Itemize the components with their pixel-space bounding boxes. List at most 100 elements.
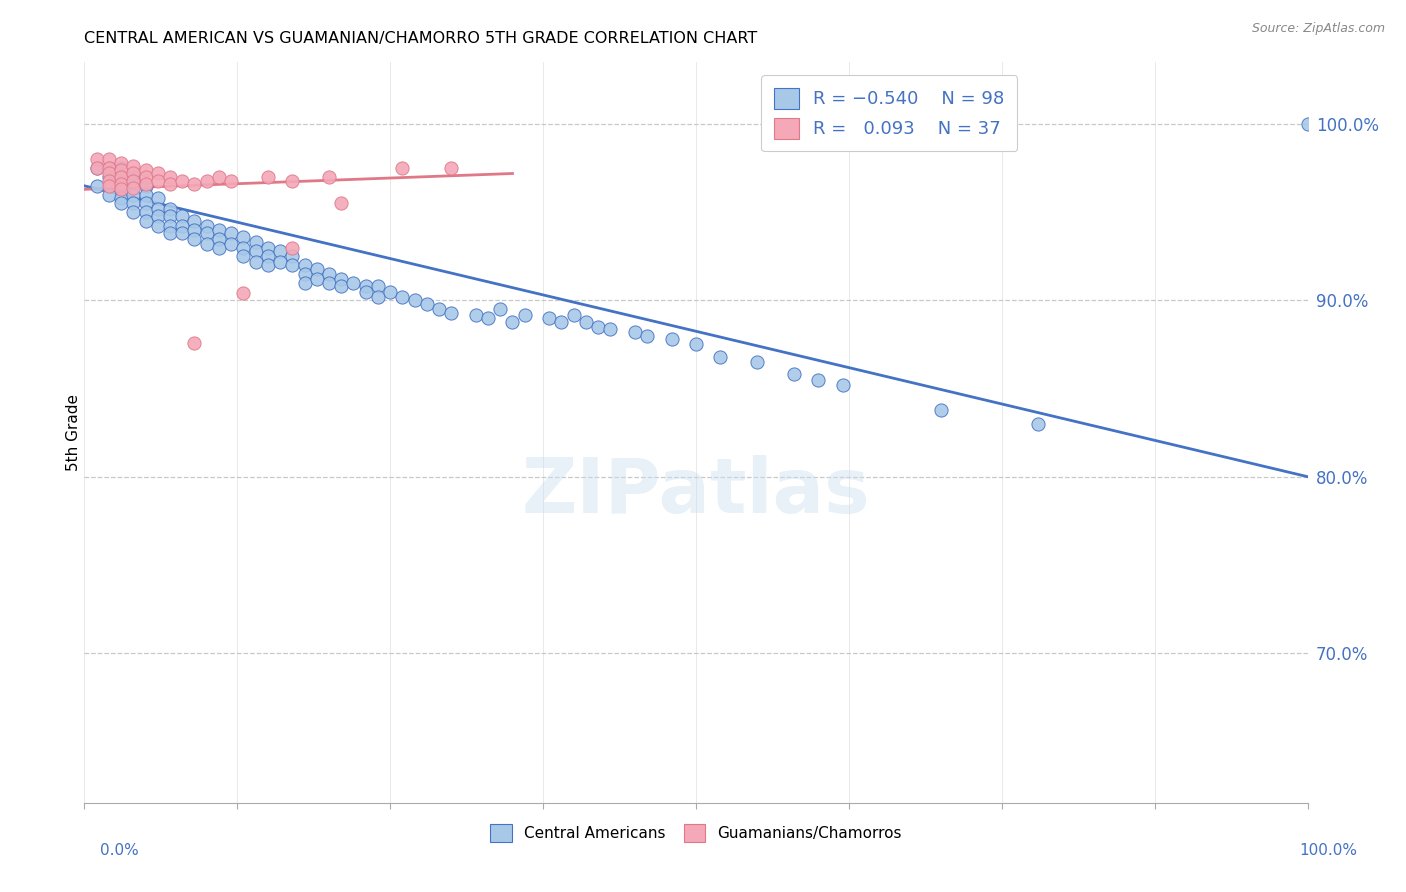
Point <box>195 219 218 234</box>
Point <box>97 153 120 167</box>
Point <box>135 177 157 191</box>
Point <box>122 173 145 187</box>
Point <box>97 161 120 176</box>
Point <box>489 302 512 317</box>
Point <box>86 153 108 167</box>
Point <box>281 173 304 187</box>
Point <box>122 180 145 194</box>
Point <box>624 325 647 339</box>
Point <box>172 173 194 187</box>
Point <box>1296 117 1319 131</box>
Point <box>159 169 181 184</box>
Point <box>110 177 132 191</box>
Point <box>391 161 413 176</box>
Point <box>685 337 707 351</box>
Point <box>661 332 683 346</box>
Point <box>135 187 157 202</box>
Point <box>97 166 120 180</box>
Point <box>427 302 450 317</box>
Point <box>330 272 353 286</box>
Point <box>232 286 254 301</box>
Point <box>294 267 316 281</box>
Point <box>245 244 267 258</box>
Point <box>208 169 231 184</box>
Point <box>318 267 340 281</box>
Point <box>159 209 181 223</box>
Point <box>305 272 328 286</box>
Point <box>135 178 157 193</box>
Point <box>122 205 145 219</box>
Point <box>195 237 218 252</box>
Point <box>122 166 145 180</box>
Point <box>159 219 181 234</box>
Point <box>330 279 353 293</box>
Point <box>709 350 731 364</box>
Point <box>330 196 353 211</box>
Point <box>195 227 218 241</box>
Point <box>159 227 181 241</box>
Point <box>575 314 598 328</box>
Point <box>135 205 157 219</box>
Point <box>354 285 377 299</box>
Point <box>183 223 205 237</box>
Point <box>367 279 389 293</box>
Point <box>122 187 145 202</box>
Point <box>257 169 280 184</box>
Point <box>159 202 181 216</box>
Point <box>172 219 194 234</box>
Point <box>232 230 254 244</box>
Point <box>747 355 769 369</box>
Point <box>783 368 806 382</box>
Point <box>502 314 524 328</box>
Point <box>257 240 280 254</box>
Point <box>146 166 169 180</box>
Point <box>110 169 132 184</box>
Point <box>219 237 242 252</box>
Point <box>97 178 120 193</box>
Point <box>929 402 952 417</box>
Point <box>172 209 194 223</box>
Point <box>135 169 157 184</box>
Point <box>232 249 254 263</box>
Point <box>208 232 231 246</box>
Text: 0.0%: 0.0% <box>100 843 139 858</box>
Text: 100.0%: 100.0% <box>1299 843 1358 858</box>
Point <box>538 311 561 326</box>
Point <box>318 276 340 290</box>
Point <box>586 319 609 334</box>
Point <box>404 293 426 308</box>
Point <box>281 240 304 254</box>
Legend: Central Americans, Guamanians/Chamorros: Central Americans, Guamanians/Chamorros <box>481 814 911 851</box>
Point <box>97 187 120 202</box>
Point <box>305 261 328 276</box>
Point <box>110 191 132 205</box>
Point <box>232 240 254 254</box>
Point <box>122 173 145 187</box>
Point <box>294 276 316 290</box>
Point <box>97 169 120 184</box>
Point <box>562 308 585 322</box>
Point <box>146 191 169 205</box>
Text: CENTRAL AMERICAN VS GUAMANIAN/CHAMORRO 5TH GRADE CORRELATION CHART: CENTRAL AMERICAN VS GUAMANIAN/CHAMORRO 5… <box>84 31 758 46</box>
Point <box>380 285 402 299</box>
Point <box>440 161 463 176</box>
Point <box>110 178 132 193</box>
Point <box>550 314 572 328</box>
Point <box>281 249 304 263</box>
Point <box>110 161 132 176</box>
Point <box>342 276 364 290</box>
Point <box>477 311 499 326</box>
Point <box>183 214 205 228</box>
Point <box>245 235 267 250</box>
Point <box>208 223 231 237</box>
Point <box>831 378 853 392</box>
Point <box>172 227 194 241</box>
Text: ZIPatlas: ZIPatlas <box>522 455 870 529</box>
Y-axis label: 5th Grade: 5th Grade <box>66 394 80 471</box>
Point <box>86 161 108 176</box>
Point <box>195 173 218 187</box>
Point <box>294 258 316 272</box>
Point <box>146 209 169 223</box>
Point <box>122 160 145 174</box>
Point <box>97 173 120 187</box>
